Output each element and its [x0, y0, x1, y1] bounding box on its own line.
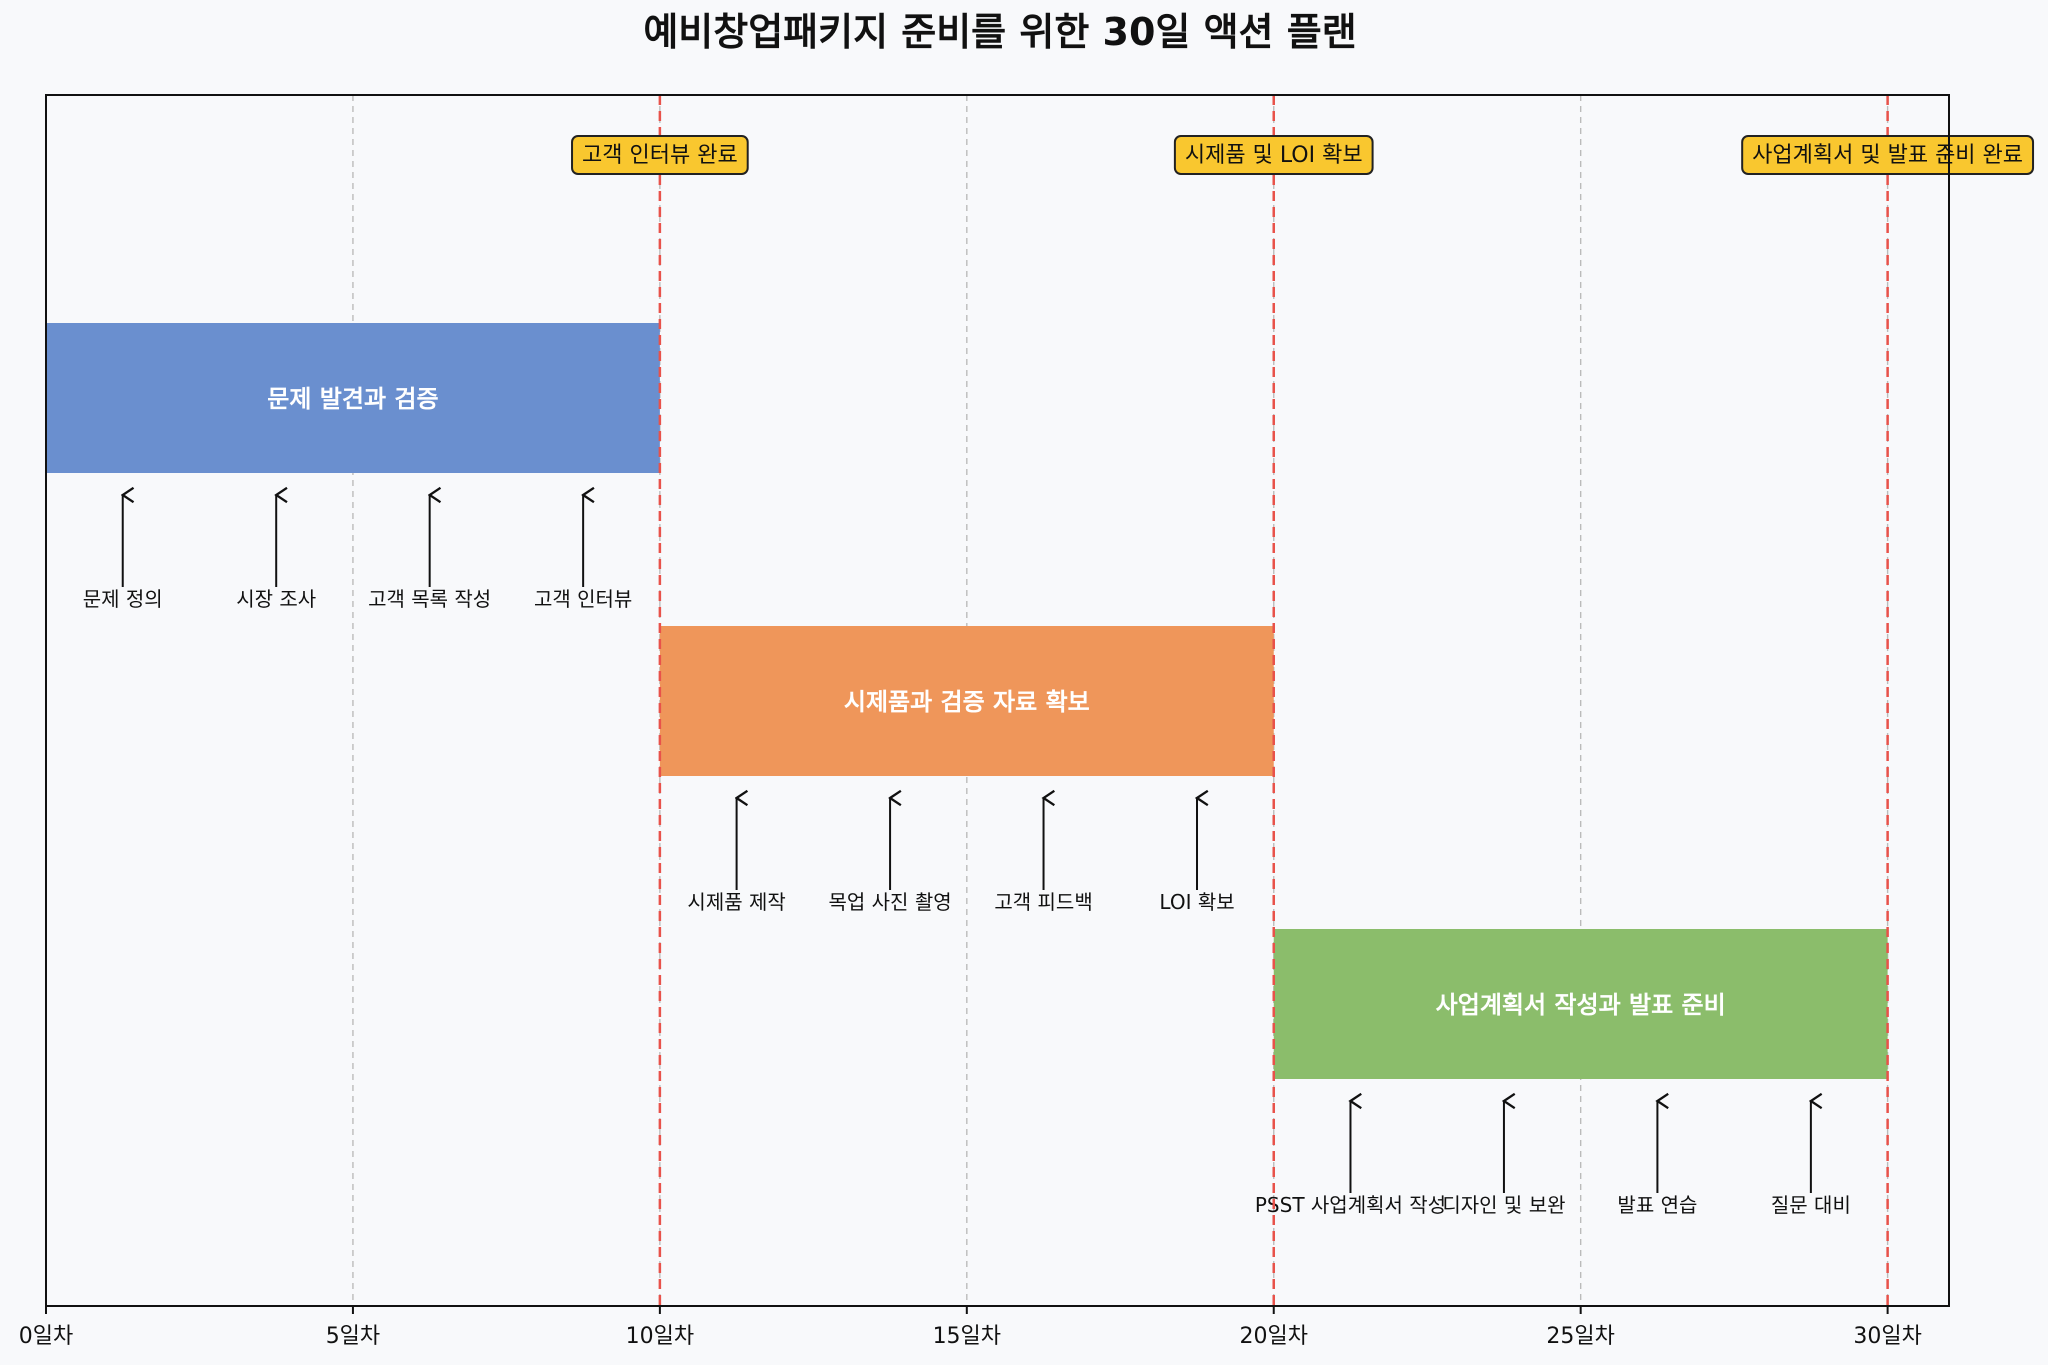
phase-label: 시제품과 검증 자료 확보: [844, 688, 1090, 716]
milestone-badge: 시제품 및 LOI 확보: [1173, 135, 1374, 175]
milestone-label: 사업계획서 및 발표 준비 완료: [1752, 143, 2023, 168]
phase-bar: [1273, 929, 1888, 1079]
phase-bar: [46, 323, 660, 473]
task-label: LOI 확보: [1159, 890, 1234, 914]
milestone-box: [571, 135, 749, 175]
task-label: 고객 피드백: [994, 890, 1092, 914]
milestone-box: [1173, 135, 1374, 175]
task-label: 발표 연습: [1617, 1193, 1697, 1217]
task-label: 시제품 제작: [687, 890, 785, 914]
x-tick-label: 20일차: [1239, 1324, 1307, 1349]
task-label: 시장 조사: [236, 587, 316, 611]
milestone-label: 고객 인터뷰 완료: [582, 143, 738, 168]
x-tick-label: 30일차: [1853, 1324, 1921, 1349]
task-label: 목업 사진 촬영: [829, 890, 952, 914]
milestone-badge: 고객 인터뷰 완료: [571, 135, 749, 175]
x-tick-label: 10일차: [626, 1324, 694, 1349]
phase-label: 문제 발견과 검증: [267, 385, 438, 413]
x-tick-label: 0일차: [19, 1324, 73, 1349]
chart-title: 예비창업패키지 준비를 위한 30일 액션 플랜: [643, 10, 1356, 54]
phase-label: 사업계획서 작성과 발표 준비: [1436, 991, 1726, 1019]
x-axis-ticks: 0일차 5일차 10일차 15일차 20일차 25일차 30일차: [19, 1306, 1922, 1349]
milestone-box: [1741, 135, 2035, 175]
phase-bar: [659, 626, 1274, 776]
x-tick-label: 5일차: [326, 1324, 380, 1349]
milestone-badge: 사업계획서 및 발표 준비 완료: [1741, 135, 2035, 175]
x-tick-label: 25일차: [1546, 1324, 1614, 1349]
task-label: 디자인 및 보완: [1442, 1193, 1565, 1217]
task-label: 문제 정의: [83, 587, 163, 611]
x-tick-label: 15일차: [933, 1324, 1001, 1349]
milestones: 고객 인터뷰 완료 시제품 및 LOI 확보 사업계획서 및 발표 준비 완료: [571, 95, 2035, 1306]
task-label: 고객 인터뷰: [534, 587, 632, 611]
task-label: 고객 목록 작성: [368, 587, 491, 611]
task-label: PSST 사업계획서 작성: [1255, 1193, 1446, 1217]
plot-frame: [45, 94, 1950, 1307]
milestone-label: 시제품 및 LOI 확보: [1185, 143, 1363, 168]
task-label: 질문 대비: [1771, 1193, 1851, 1217]
